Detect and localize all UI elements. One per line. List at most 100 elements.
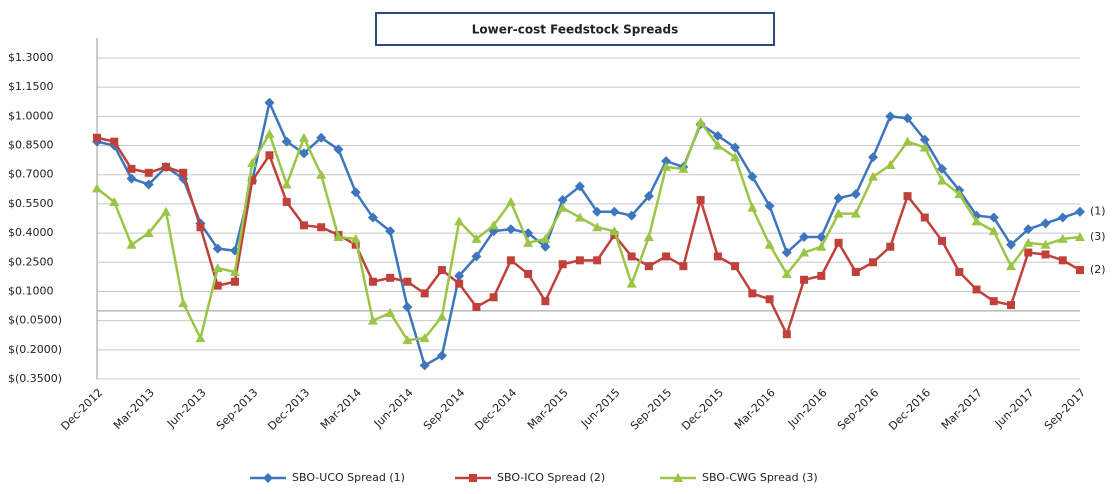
- point: [869, 258, 878, 267]
- point: [264, 97, 275, 108]
- point: [144, 168, 153, 177]
- y-tick-label: $0.5500: [8, 197, 54, 210]
- point: [764, 200, 775, 211]
- point: [850, 208, 861, 218]
- x-tick-label: Mar-2016: [732, 386, 778, 432]
- point: [505, 196, 516, 206]
- y-tick-label: $0.2500: [8, 255, 54, 268]
- point: [367, 315, 378, 325]
- point: [1041, 250, 1050, 259]
- point: [523, 237, 534, 247]
- point: [229, 267, 240, 276]
- point: [1006, 261, 1017, 271]
- point: [902, 136, 913, 146]
- point: [919, 134, 930, 145]
- y-tick-label: $0.4000: [8, 226, 54, 239]
- point: [1006, 239, 1017, 250]
- point: [333, 144, 344, 155]
- point: [920, 213, 929, 222]
- point: [988, 226, 999, 236]
- point: [851, 268, 860, 276]
- point: [127, 164, 136, 173]
- point: [765, 295, 774, 304]
- point: [850, 189, 861, 200]
- point: [126, 239, 137, 249]
- point: [574, 181, 585, 192]
- y-tick-label: $0.7000: [8, 168, 54, 181]
- x-tick-label: Jun-2016: [785, 386, 830, 431]
- point: [713, 252, 722, 261]
- point: [799, 231, 810, 242]
- x-tick-label: Dec-2013: [265, 386, 312, 433]
- point: [540, 233, 551, 243]
- point: [712, 140, 723, 150]
- point: [1023, 237, 1034, 247]
- point: [781, 268, 792, 278]
- x-tick-label: Jun-2015: [578, 386, 623, 431]
- x-tick-label: Dec-2012: [58, 386, 105, 433]
- point: [196, 223, 205, 232]
- point: [143, 228, 154, 238]
- series-line: [96, 98, 1081, 368]
- point: [298, 148, 309, 159]
- end-label: (3): [1090, 230, 1106, 243]
- point: [350, 187, 361, 198]
- point: [524, 269, 533, 278]
- point: [316, 169, 327, 179]
- y-tick-label: $0.1000: [8, 284, 54, 297]
- point: [748, 289, 757, 298]
- point: [626, 210, 637, 221]
- point: [437, 266, 446, 275]
- point: [730, 152, 741, 162]
- point: [178, 298, 189, 308]
- point: [1024, 248, 1033, 257]
- point: [989, 297, 998, 306]
- point: [575, 256, 584, 265]
- point: [1075, 206, 1085, 217]
- point: [886, 242, 895, 251]
- point: [143, 179, 154, 190]
- x-tick-label: Dec-2016: [886, 386, 933, 433]
- point: [213, 281, 222, 290]
- point: [264, 128, 275, 138]
- point: [110, 137, 119, 146]
- point: [263, 473, 273, 483]
- point: [903, 192, 912, 201]
- point: [833, 208, 844, 218]
- point: [505, 224, 516, 235]
- point: [419, 360, 430, 371]
- point: [558, 260, 567, 269]
- point: [402, 302, 413, 313]
- point: [919, 142, 930, 152]
- point: [747, 171, 758, 182]
- legend-label: SBO-ICO Spread (2): [497, 471, 605, 484]
- point: [230, 277, 239, 286]
- point: [454, 216, 465, 226]
- point: [643, 191, 654, 202]
- x-tick-label: Jun-2014: [371, 386, 416, 431]
- point: [662, 252, 671, 261]
- point: [695, 117, 706, 127]
- point: [557, 202, 568, 212]
- point: [317, 223, 326, 232]
- point: [471, 251, 482, 262]
- point: [938, 236, 947, 245]
- point: [403, 277, 412, 286]
- x-tick-label: Mar-2017: [939, 386, 985, 432]
- point: [782, 330, 791, 339]
- x-tick-label: Mar-2015: [525, 386, 571, 432]
- point: [471, 233, 482, 243]
- point: [626, 278, 637, 288]
- point: [126, 173, 137, 184]
- point: [1058, 256, 1067, 265]
- point: [661, 161, 672, 171]
- point: [885, 111, 896, 122]
- point: [419, 333, 430, 343]
- x-tick-label: Dec-2014: [472, 386, 519, 433]
- point: [816, 241, 827, 251]
- point: [282, 197, 291, 206]
- point: [109, 196, 120, 206]
- point: [402, 335, 413, 345]
- point: [265, 151, 274, 160]
